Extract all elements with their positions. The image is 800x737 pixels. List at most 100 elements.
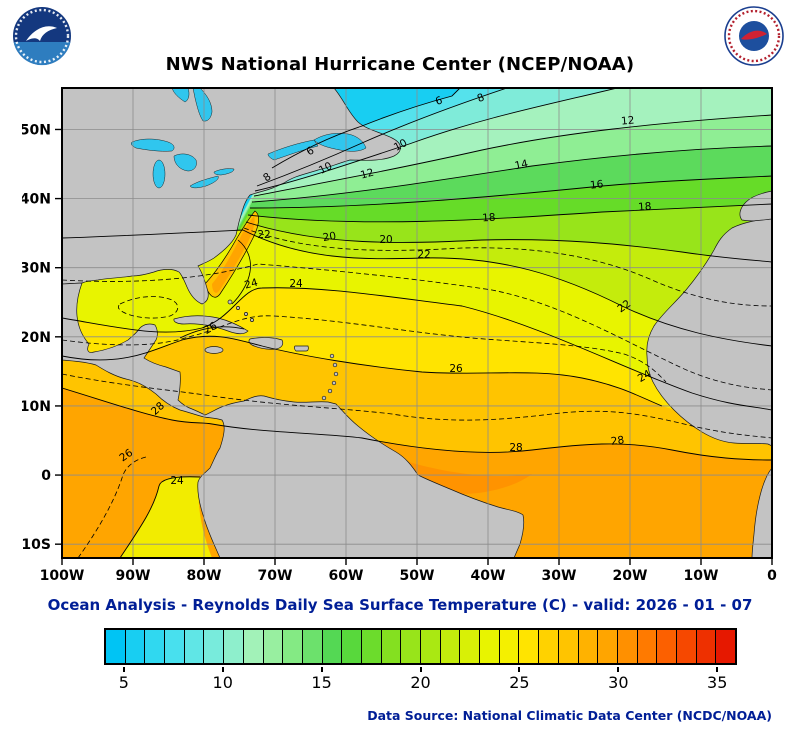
colorbar-cell — [558, 630, 579, 663]
isotherm-10 — [254, 88, 618, 192]
lat-lon-grid — [62, 88, 772, 558]
map-axes: 100W 90W 80W 70W 60W 50W 40W 30W 20W 10W 0 50N 40N 30… — [22, 122, 777, 584]
contour-label: 22 — [257, 229, 270, 241]
gulf-stream-front — [231, 239, 251, 305]
colorbar-tick-label: 30 — [608, 673, 629, 692]
isotherm-26 — [62, 335, 663, 407]
isotherm-18 — [247, 203, 772, 223]
lat-tick-label: 10N — [22, 399, 51, 415]
contour-label: 18 — [638, 201, 652, 214]
lat-tick-label: 50N — [22, 122, 51, 138]
isotherm-8 — [256, 88, 508, 187]
contour-label: 20 — [379, 234, 392, 246]
colorbar-cell — [657, 630, 677, 663]
isotherm-16 — [249, 175, 772, 209]
islands-bahamas — [227, 299, 254, 322]
map-frame — [61, 87, 773, 559]
lake-michigan — [152, 159, 166, 189]
lon-tick-label: 10W — [684, 568, 719, 584]
land-africa — [646, 217, 772, 447]
colorbar-tick — [617, 667, 620, 672]
contour-label: 10 — [392, 137, 409, 154]
colorbar-cell — [263, 630, 284, 663]
colorbar-cell — [617, 630, 638, 663]
colorbar-cell — [381, 630, 402, 663]
colorbar-cell — [499, 630, 520, 663]
lon-tick-label: 0 — [767, 568, 777, 584]
contour-label: 28 — [610, 434, 625, 448]
contour-label: 24 — [170, 475, 184, 487]
contour-label: 14 — [514, 158, 530, 173]
noaa-logo-ring-text — [14, 8, 70, 64]
noaa-logo-sea — [13, 42, 71, 66]
colorbar-tick — [518, 667, 521, 672]
lon-tick-label: 90W — [116, 568, 151, 584]
page-title: NWS National Hurricane Center (NCEP/NOAA… — [165, 54, 635, 75]
peru-cool-tongue — [120, 476, 212, 558]
contour-label: 6 — [434, 94, 445, 108]
colorbar-cell — [125, 630, 146, 663]
lake-ontario — [213, 168, 235, 176]
lat-tick-label: 40N — [22, 192, 51, 208]
nws-logo-ring-text — [727, 9, 781, 63]
colorbar-cell — [716, 630, 735, 663]
islands-lesser-antilles — [321, 353, 339, 401]
lat-tick-label: 0 — [41, 468, 51, 484]
land-mexico-central-south-america — [62, 282, 525, 558]
colorbar-cell — [145, 630, 166, 663]
contour-label: 24 — [636, 368, 654, 385]
colorbar-tick — [716, 667, 719, 672]
lon-tick-label: 60W — [329, 568, 364, 584]
lon-tick-label: 30W — [542, 568, 577, 584]
colorbar-tick-label: 15 — [311, 673, 332, 692]
contour-label: 10 — [317, 160, 334, 177]
colorbar-tick — [122, 667, 125, 672]
colorbar-cell — [519, 630, 540, 663]
island-cuba — [173, 315, 249, 334]
colorbar-cell — [539, 630, 559, 663]
colorbar-cell — [283, 630, 303, 663]
colorbar-cell — [440, 630, 461, 663]
isotherm-6 — [271, 88, 461, 169]
colorbar-cell — [637, 630, 658, 663]
contour-label: 26 — [449, 363, 463, 375]
colorbar-cell — [480, 630, 500, 663]
land-africa-coast-strip — [751, 467, 772, 558]
st-lawrence-river — [267, 139, 319, 161]
colorbar-tick-label: 25 — [509, 673, 530, 692]
intermediate-dashed-isotherms — [62, 227, 772, 558]
colorbar-tick-label: 20 — [410, 673, 431, 692]
noaa-gull-icon — [26, 26, 57, 41]
map-caption: Ocean Analysis - Reynolds Daily Sea Surf… — [47, 596, 753, 614]
colorbar-cell — [204, 630, 225, 663]
isotherm-24-pacific — [119, 476, 201, 558]
colorbar-cell — [322, 630, 343, 663]
lat-tick-label: 10S — [22, 537, 51, 553]
lon-tick-label: 80W — [187, 568, 222, 584]
colorbar-cell — [578, 630, 599, 663]
lat-tick-label: 20N — [22, 330, 51, 346]
contour-label: 24 — [289, 278, 303, 290]
contour-label: 18 — [482, 212, 496, 225]
colorbar-cell — [243, 630, 264, 663]
contour-label: 8 — [476, 91, 487, 105]
colorbar-tick-labels: 5 10 15 20 25 30 35 — [104, 667, 737, 697]
colorbar-cell — [598, 630, 618, 663]
lon-tick-label: 40W — [471, 568, 506, 584]
isotherm-12 — [253, 114, 772, 197]
lake-huron — [173, 153, 197, 172]
colorbar-tick — [419, 667, 422, 672]
colorbar-cell — [361, 630, 382, 663]
contour-label: 26 — [202, 320, 220, 337]
gulf-stream-core — [212, 216, 255, 293]
contour-label: 12 — [621, 114, 635, 127]
colorbar-cell — [460, 630, 481, 663]
colorbar-cell — [165, 630, 185, 663]
colorbar-cell — [676, 630, 697, 663]
lon-tick-label: 20W — [613, 568, 648, 584]
lon-tick-label: 70W — [258, 568, 293, 584]
temperature-colorbar — [104, 628, 737, 665]
contour-label: 24 — [243, 276, 259, 291]
colorbar-tick-label: 35 — [707, 673, 728, 692]
